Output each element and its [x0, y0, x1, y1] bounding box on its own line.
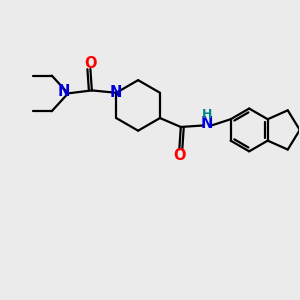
Text: H: H — [202, 108, 212, 121]
Text: N: N — [200, 116, 213, 131]
Text: O: O — [84, 56, 97, 70]
Text: N: N — [57, 84, 70, 99]
Text: O: O — [173, 148, 186, 163]
Text: N: N — [110, 85, 122, 100]
